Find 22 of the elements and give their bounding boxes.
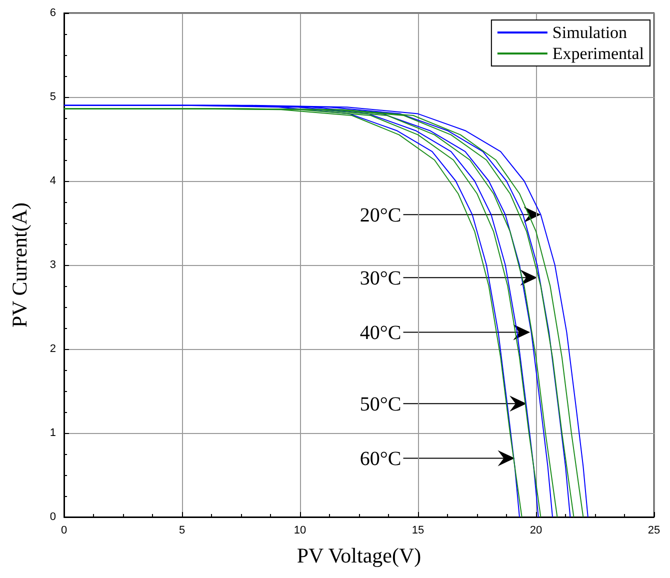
legend-label: Simulation — [552, 23, 628, 42]
y-axis-title: PV Current(A) — [8, 202, 32, 328]
y-tick-label: 1 — [50, 427, 56, 439]
x-tick-label: 15 — [412, 524, 424, 536]
annotation: 50°C — [360, 394, 402, 416]
y-tick-label: 4 — [50, 175, 56, 187]
y-tick-label: 5 — [50, 91, 56, 103]
annotation: 40°C — [360, 322, 402, 344]
y-tick-label: 3 — [50, 259, 56, 271]
x-tick-label: 10 — [294, 524, 306, 536]
x-tick-label: 5 — [178, 524, 186, 536]
y-tick-label: 6 — [50, 7, 56, 19]
x-tick-label: 20 — [530, 524, 542, 536]
x-tick-label: 25 — [648, 524, 660, 536]
y-tick-label: 2 — [50, 343, 56, 355]
legend-label: Experimental — [552, 44, 644, 63]
annotation: 30°C — [360, 268, 402, 290]
annotation: 60°C — [360, 448, 402, 470]
x-axis-title: PV Voltage(V) — [296, 544, 422, 568]
y-tick-label: 0 — [50, 511, 56, 523]
annotation: 20°C — [360, 204, 402, 227]
x-tick-label: 0 — [60, 524, 68, 536]
